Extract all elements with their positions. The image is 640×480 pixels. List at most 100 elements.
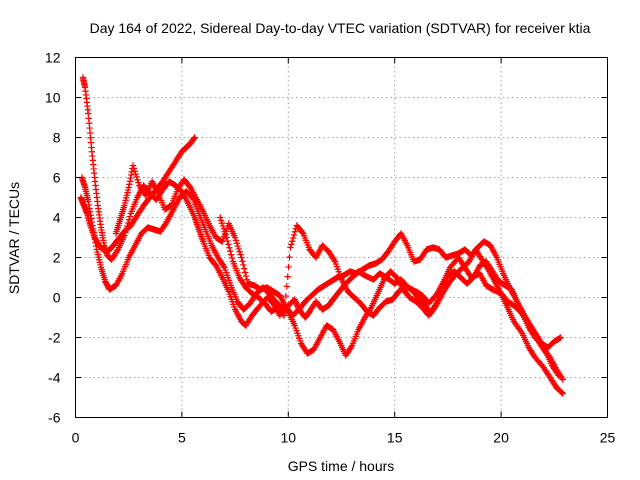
data-point (281, 302, 289, 309)
data-point (237, 251, 244, 258)
axis-ticks: 0 5 10 15 20 25 -6 -4 -2 0 2 4 6 8 10 12 (45, 50, 616, 446)
data-point (223, 234, 230, 241)
series-track-c (77, 134, 198, 255)
y-tick-label: 2 (53, 250, 61, 266)
data-point (280, 312, 288, 319)
data-point (227, 248, 234, 255)
data-point (235, 245, 242, 253)
data-point (85, 198, 92, 205)
data-point (221, 228, 228, 235)
y-tick-label: 10 (45, 90, 61, 106)
data-point (220, 262, 227, 270)
data-point (292, 299, 300, 306)
data-point (132, 170, 139, 178)
data-point (282, 292, 290, 300)
data-point (240, 261, 247, 269)
y-tick-label: 8 (53, 130, 61, 146)
data-point (557, 334, 564, 341)
data-point (242, 272, 250, 280)
data-point (285, 263, 292, 271)
y-tick-label: 0 (53, 290, 61, 306)
series-track-e (217, 214, 562, 379)
data-point (228, 254, 236, 262)
data-point (218, 220, 226, 227)
data-point (293, 300, 300, 307)
data-point (287, 244, 294, 251)
data-point (236, 248, 243, 255)
data-point (220, 225, 228, 233)
y-axis-label: SDTVAR / TECUs (6, 182, 22, 294)
data-point (190, 135, 198, 142)
data-point (288, 241, 295, 248)
data-point (243, 276, 251, 283)
data-marks (77, 74, 567, 397)
data-point (130, 165, 138, 172)
data-point (558, 374, 566, 382)
x-tick-label: 0 (72, 430, 80, 446)
data-point (283, 283, 290, 290)
data-point (231, 234, 239, 241)
data-point (126, 181, 133, 188)
data-point (222, 231, 229, 238)
data-point (125, 184, 132, 191)
data-point (331, 256, 338, 264)
x-tick-label: 15 (387, 430, 403, 446)
x-tick-label: 25 (600, 430, 616, 446)
data-point (219, 222, 227, 230)
series-track-a (79, 74, 567, 397)
data-point (558, 389, 566, 396)
data-point (289, 238, 296, 245)
data-point (279, 311, 287, 318)
data-point (134, 176, 141, 183)
data-point (559, 376, 567, 383)
data-point (234, 242, 242, 250)
data-point (239, 258, 246, 265)
data-point (291, 296, 298, 303)
data-point (226, 244, 233, 251)
data-point (217, 214, 224, 221)
data-point (291, 228, 299, 235)
data-point (286, 254, 293, 261)
data-point (293, 302, 301, 309)
data-point (127, 174, 134, 182)
data-point (241, 269, 249, 276)
series-track-d (112, 162, 564, 351)
chart-title: Day 164 of 2022, Sidereal Day-to-day VTE… (90, 20, 591, 36)
y-tick-label: 6 (53, 170, 61, 186)
x-tick-label: 20 (493, 430, 509, 446)
data-point (292, 297, 299, 305)
data-point (299, 229, 306, 236)
data-point (227, 251, 235, 258)
y-tick-label: 12 (45, 50, 61, 66)
data-point (113, 247, 121, 255)
y-tick-label: -6 (48, 410, 61, 426)
data-point (127, 171, 135, 179)
data-point (289, 234, 297, 242)
y-tick-label: -4 (48, 370, 61, 386)
data-point (290, 231, 298, 239)
y-tick-label: 4 (53, 210, 61, 226)
data-point (126, 213, 134, 220)
x-tick-label: 5 (178, 430, 186, 446)
data-point (238, 254, 245, 261)
x-tick-label: 10 (281, 430, 297, 446)
data-point (125, 216, 133, 223)
data-point (126, 178, 134, 185)
data-point (348, 343, 355, 351)
data-point (224, 237, 231, 245)
data-point (554, 370, 561, 378)
y-tick-label: -2 (48, 330, 61, 346)
plot-frame (75, 57, 608, 418)
data-point (232, 237, 240, 244)
grid (75, 57, 608, 418)
data-point (135, 179, 142, 186)
data-point (559, 390, 567, 397)
data-point (133, 173, 140, 181)
data-point (241, 265, 248, 272)
data-point (217, 217, 225, 224)
data-point (284, 273, 291, 280)
data-point (131, 168, 138, 175)
data-point (225, 241, 232, 248)
data-point (233, 240, 241, 247)
